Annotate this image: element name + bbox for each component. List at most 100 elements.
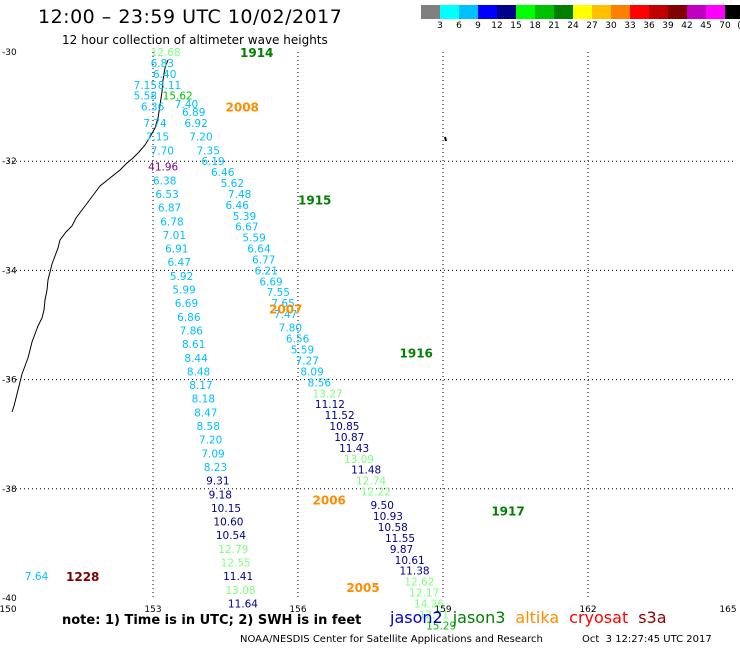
note-text: note: 1) Time is in UTC; 2) SWH is in fe… xyxy=(62,613,362,628)
pass-label: 1916 xyxy=(400,346,433,360)
wave-height-value: 10.61 xyxy=(395,555,425,567)
satellite-legend-item: jason3 xyxy=(452,608,506,627)
wave-height-value: 7.20 xyxy=(189,132,212,144)
lat-tick-label: -34 xyxy=(2,266,17,276)
legend-swatch xyxy=(592,5,611,19)
wave-height-value: 8.48 xyxy=(187,366,210,378)
coastline xyxy=(11,59,169,413)
satellite-legend: jason2 jason3 altika cryosat s3a xyxy=(390,608,677,627)
wave-height-value: 11.64 xyxy=(228,598,258,610)
wave-height-value: 8.18 xyxy=(192,394,215,406)
wave-height-value: 11.43 xyxy=(339,443,369,455)
wave-height-value: 6.19 xyxy=(201,156,224,168)
wave-height-value: 6.64 xyxy=(247,244,271,256)
wave-height-value: 5.59 xyxy=(291,345,314,357)
legend-label: 9 xyxy=(475,21,481,31)
wave-height-value: 7.70 xyxy=(151,145,174,157)
footer-credit: NOAA/NESDIS Center for Satellite Applica… xyxy=(240,634,543,645)
wave-height-value: 12.79 xyxy=(218,544,248,556)
legend-swatch xyxy=(497,5,516,19)
pass-label: 1915 xyxy=(298,193,331,207)
wave-height-value: 15.29 xyxy=(426,620,456,632)
pass-label: 1228 xyxy=(66,570,99,584)
legend-label: 24 xyxy=(567,21,579,31)
legend-label: 30 xyxy=(605,21,617,31)
wave-height-value: 8.23 xyxy=(204,462,227,474)
wave-height-value: 7.20 xyxy=(199,435,222,447)
wave-height-value: 7.55 xyxy=(267,287,290,299)
wave-height-value: 6.89 xyxy=(182,107,205,119)
wave-height-value: 10.93 xyxy=(373,511,403,523)
wave-height-value: 6.21 xyxy=(255,265,278,277)
lat-tick-label: -36 xyxy=(2,376,17,386)
wave-height-value: 6.47 xyxy=(168,257,191,269)
wave-height-value: 9.50 xyxy=(371,500,394,512)
wave-height-value: 8.09 xyxy=(300,366,323,378)
lon-tick-label: 165 xyxy=(719,605,736,615)
lat-tick-label: -40 xyxy=(2,594,17,604)
wave-height-value: 12.22 xyxy=(361,487,391,499)
wave-height-value: 8.61 xyxy=(182,339,205,351)
legend-label: (ft) xyxy=(737,21,740,31)
satellite-legend-item: cryosat xyxy=(569,608,629,627)
legend-swatch xyxy=(573,5,592,19)
lon-tick-label: 150 xyxy=(0,605,17,615)
legend-swatch xyxy=(687,5,706,19)
legend-swatch xyxy=(668,5,687,19)
wave-height-value: 8.44 xyxy=(184,353,208,365)
legend-label: 27 xyxy=(586,21,598,31)
wave-height-value: 14.26 xyxy=(414,598,444,610)
legend-label: 36 xyxy=(643,21,655,31)
wave-height-value: 12.62 xyxy=(404,577,434,589)
island-marker xyxy=(444,136,447,142)
wave-height-value: 7.40 xyxy=(175,99,198,111)
wave-height-value: 9.87 xyxy=(390,544,413,556)
legend-label: 21 xyxy=(548,21,560,31)
wave-height-value: 11.38 xyxy=(400,566,430,578)
wave-height-value: 5.92 xyxy=(170,271,193,283)
wave-height-value: 7.47 xyxy=(274,309,297,321)
legend-swatch xyxy=(516,5,535,19)
wave-height-value: 10.87 xyxy=(334,432,364,444)
wave-height-value: 6.86 xyxy=(177,312,201,324)
legend-swatch xyxy=(725,5,740,19)
legend-label: 39 xyxy=(662,21,674,31)
wave-height-value: 7.64 xyxy=(25,571,49,583)
legend-swatch xyxy=(630,5,649,19)
lat-tick-label: -30 xyxy=(2,48,17,58)
wave-height-value: 12.74 xyxy=(356,476,386,488)
wave-height-value: 11.48 xyxy=(351,465,381,477)
pass-label: 2008 xyxy=(226,101,259,115)
wave-height-value: 11.41 xyxy=(223,571,253,583)
pass-label: 2007 xyxy=(269,303,302,317)
legend-label: 15 xyxy=(510,21,522,31)
legend-label: 33 xyxy=(624,21,636,31)
wave-height-value: 9.31 xyxy=(206,476,229,488)
wave-height-value: 7.15 xyxy=(146,132,169,144)
legend-label: 3 xyxy=(437,21,443,31)
legend-label: 18 xyxy=(529,21,541,31)
wave-height-value: 6.38 xyxy=(153,175,176,187)
wave-height-value: 6.77 xyxy=(252,254,275,266)
wave-height-value: 6.36 xyxy=(141,102,165,114)
wave-height-value: 7.35 xyxy=(197,145,220,157)
page-subtitle: 12 hour collection of altimeter wave hei… xyxy=(62,33,328,47)
wave-height-value: 12.17 xyxy=(409,588,439,600)
wave-height-value: 15.62 xyxy=(163,91,193,103)
wave-height-value: 6.87 xyxy=(158,203,181,215)
satellite-legend-item: s3a xyxy=(638,608,667,627)
legend-label: 42 xyxy=(681,21,693,31)
lon-tick-label: 162 xyxy=(579,605,596,615)
legend-label: 45 xyxy=(700,21,712,31)
legend-swatch xyxy=(611,5,630,19)
wave-height-value: 13.09 xyxy=(344,454,374,466)
wave-height-value: 12.71 xyxy=(419,609,449,621)
wave-height-value: 6.46 xyxy=(226,200,250,212)
wave-height-value: 7.80 xyxy=(279,323,302,335)
wave-height-value: 6.53 xyxy=(155,189,178,201)
pass-label: 1914 xyxy=(240,46,273,60)
pass-label: 2006 xyxy=(313,494,346,508)
legend-swatch xyxy=(535,5,554,19)
